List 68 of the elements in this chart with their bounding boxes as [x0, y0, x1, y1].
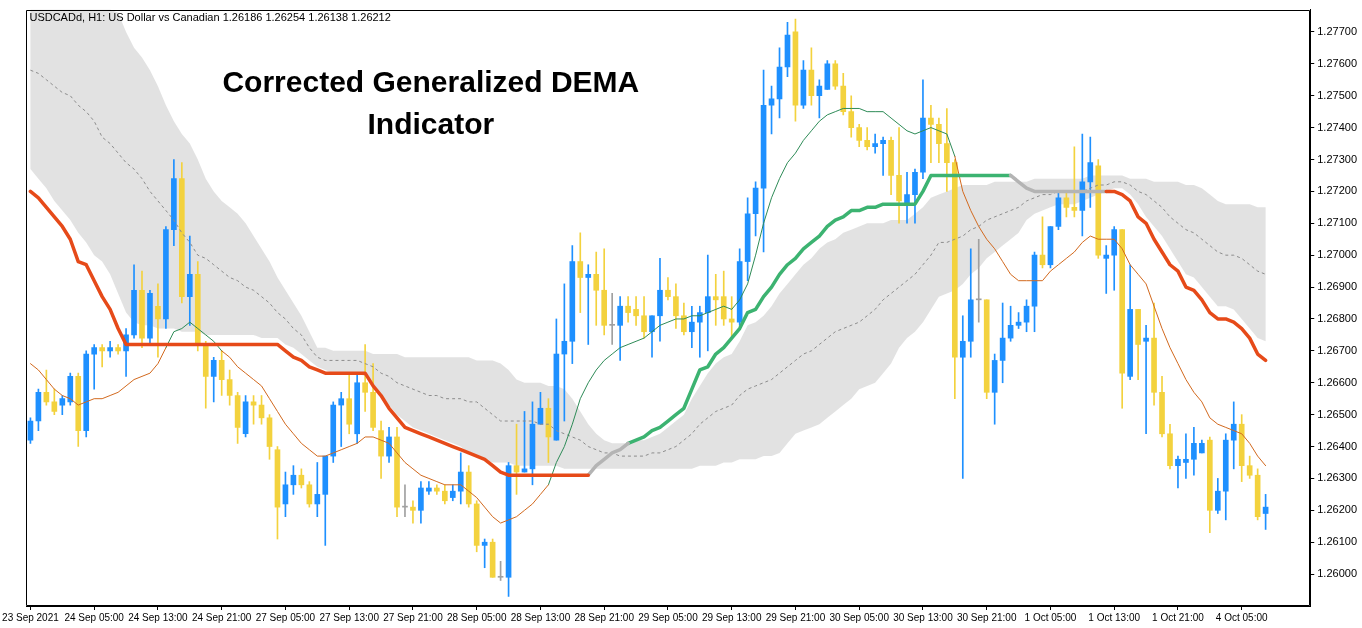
candlestick	[362, 344, 368, 412]
y-tick-label: 1.26200	[1317, 503, 1357, 516]
candlestick	[155, 283, 161, 358]
x-tick-label: 23 Sep 2021	[2, 611, 60, 623]
candlestick	[338, 391, 345, 447]
candlestick	[704, 254, 711, 352]
candlestick	[577, 232, 584, 313]
y-tick-label: 1.26700	[1317, 343, 1357, 356]
x-tick-label: 29 Sep 13:00	[701, 611, 762, 623]
candlestick	[107, 340, 113, 358]
candlestick	[593, 251, 600, 326]
x-tick-label: 30 Sep 21:00	[956, 611, 1017, 623]
y-tick-label: 1.27400	[1317, 120, 1357, 133]
x-tick-label: 1 Oct 05:00	[1024, 611, 1077, 623]
x-tick-label: 28 Sep 21:00	[574, 611, 635, 623]
candlestick	[872, 133, 878, 154]
y-tick-label: 1.26300	[1317, 471, 1357, 484]
x-tick-label: 24 Sep 05:00	[64, 611, 125, 623]
x-tick-label: 24 Sep 13:00	[128, 611, 189, 623]
x-tick-label: 28 Sep 13:00	[510, 611, 571, 623]
y-tick-label: 1.26100	[1317, 535, 1357, 548]
candlestick	[880, 136, 886, 176]
chart-subtitle: USDCADd, H1: US Dollar vs Canadian 1.26186 1.26254 1.26138 1.26212	[29, 11, 391, 24]
candlestick	[1103, 245, 1110, 294]
x-tick-label: 29 Sep 05:00	[638, 611, 699, 623]
y-tick-label: 1.26400	[1317, 439, 1357, 452]
y-tick-label: 1.27000	[1317, 248, 1357, 261]
y-tick-label: 1.27500	[1317, 88, 1357, 101]
candlestick	[410, 500, 416, 524]
candlestick	[426, 481, 432, 495]
x-tick-label: 30 Sep 13:00	[893, 611, 954, 623]
candlestick	[696, 305, 703, 358]
candlestick	[975, 238, 982, 323]
y-tick-label: 1.27200	[1317, 184, 1357, 197]
candlestick	[314, 462, 321, 518]
candlestick	[928, 104, 934, 164]
x-tick-label: 1 Oct 13:00	[1088, 611, 1141, 623]
y-tick-label: 1.27100	[1317, 216, 1357, 229]
candlestick	[91, 344, 98, 390]
line-series	[29, 69, 1267, 457]
y-tick-label: 1.27600	[1317, 56, 1357, 69]
y-tick-label: 1.27300	[1317, 152, 1357, 165]
y-tick-label: 1.26600	[1317, 375, 1357, 388]
x-tick-label: 30 Sep 05:00	[829, 611, 890, 623]
candlestick	[1230, 401, 1237, 470]
y-tick-label: 1.26500	[1317, 407, 1357, 420]
candlestick	[585, 264, 592, 345]
y-tick-label: 1.26000	[1317, 567, 1357, 580]
candlestick	[609, 293, 615, 345]
candlestick	[99, 344, 105, 368]
x-tick-label: 24 Sep 21:00	[191, 611, 252, 623]
y-tick-label: 1.26800	[1317, 311, 1357, 324]
x-tick-label: 1 Oct 21:00	[1152, 611, 1205, 623]
candlestick	[959, 315, 966, 479]
x-tick-label: 27 Sep 05:00	[255, 611, 316, 623]
x-tick-label: 28 Sep 05:00	[446, 611, 507, 623]
candlestick	[1183, 433, 1189, 479]
x-tick-label: 4 Oct 05:00	[1215, 611, 1268, 623]
x-tick-label: 27 Sep 13:00	[319, 611, 380, 623]
candlestick	[1175, 455, 1181, 489]
y-tick-label: 1.27700	[1317, 24, 1357, 37]
x-tick-label: 27 Sep 21:00	[383, 611, 444, 623]
candlestick	[712, 273, 719, 326]
text: Corrected Generalized DEMA Indicator	[222, 64, 640, 140]
candlestick	[1143, 325, 1149, 435]
x-tick-label: 29 Sep 21:00	[765, 611, 826, 623]
candlestick	[633, 296, 639, 326]
y-tick-label: 1.26900	[1317, 280, 1357, 293]
